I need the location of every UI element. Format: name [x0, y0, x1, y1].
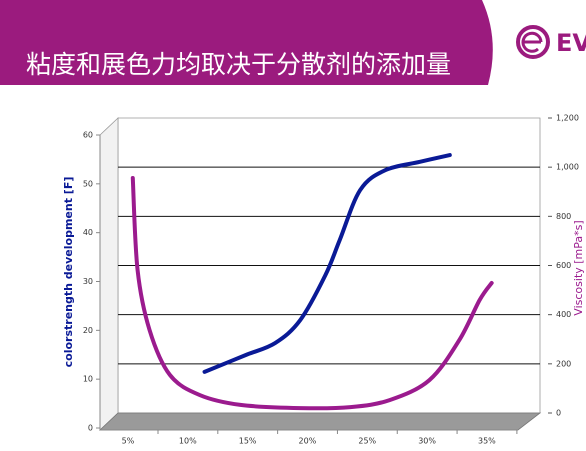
y2-tick-label: 200 — [556, 359, 571, 368]
logo-icon-e — [521, 31, 543, 53]
logo-icon — [516, 25, 550, 59]
x-tick-label: 25% — [358, 437, 376, 446]
y2-tick-label: 1,000 — [556, 163, 579, 172]
logo-text: EV — [556, 29, 586, 57]
y2-tick-label: 0 — [556, 409, 561, 418]
y-tick-label: 30 — [83, 277, 93, 286]
y2-tick-label: 600 — [556, 261, 571, 270]
x-tick-label: 30% — [418, 437, 436, 446]
slide-title: 粘度和展色力均取决于分散剂的添加量 — [26, 50, 451, 79]
x-tick-label: 35% — [478, 437, 496, 446]
y-tick-label: 10 — [83, 375, 93, 384]
x-tick-label: 15% — [239, 437, 257, 446]
x-tick-label: 5% — [122, 437, 135, 446]
side-wall — [99, 117, 119, 431]
y2-tick-label: 400 — [556, 310, 571, 319]
y-tick-label: 20 — [83, 326, 93, 335]
y2-tick-label: 800 — [556, 212, 571, 221]
y-tick-label: 60 — [83, 131, 93, 140]
data-line — [202, 153, 452, 374]
y2-tick-label: 1,200 — [556, 114, 579, 123]
y-tick-label: 50 — [83, 179, 93, 188]
y-tick-label: 0 — [88, 424, 93, 433]
x-tick-label: 20% — [299, 437, 317, 446]
header-band — [0, 0, 493, 85]
y-tick-label: 40 — [83, 228, 93, 237]
floor — [98, 412, 542, 431]
x-tick-label: 10% — [179, 437, 197, 446]
y-axis-label: colorstrength development [F] — [62, 177, 75, 368]
y2-axis-label: Viscosity [mPa*s] — [572, 220, 585, 315]
data-line — [130, 175, 494, 411]
